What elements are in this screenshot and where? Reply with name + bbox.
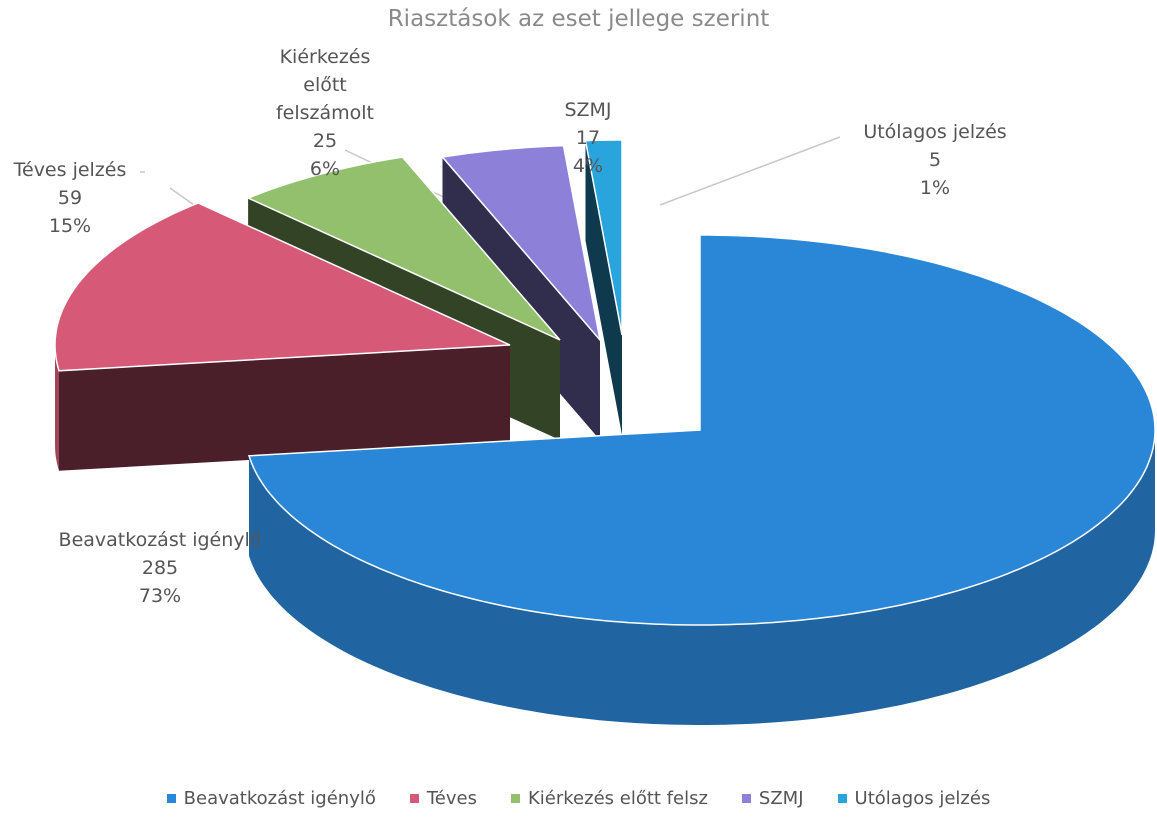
slice-top xyxy=(584,139,623,336)
legend-item: Téves xyxy=(409,788,477,809)
slice xyxy=(247,234,1156,725)
legend-text: Utólagos jelzés xyxy=(854,788,991,809)
label-category: Utólagos jelzés xyxy=(863,121,1007,143)
legend-text: SZMJ xyxy=(758,788,804,809)
slice-top xyxy=(247,234,1156,626)
data-label: SZMJ 17 4% xyxy=(468,96,708,180)
label-value: 59 xyxy=(57,187,83,209)
data-label: Utólagos jelzés 5 1% xyxy=(815,118,1055,202)
legend-item: Beavatkozást igénylő xyxy=(166,788,376,809)
leader-line xyxy=(659,136,841,206)
slice-top xyxy=(441,144,602,343)
legend-item: SZMJ xyxy=(741,788,804,809)
label-value: 285 xyxy=(141,557,179,579)
label-percent: 6% xyxy=(309,158,341,180)
label-percent: 4% xyxy=(572,155,604,177)
legend-swatch xyxy=(409,794,419,803)
data-label: Téves jelzés 59 15% xyxy=(0,156,190,240)
legend: Beavatkozást igénylő Téves Kiérkezés előtt… xyxy=(0,788,1157,809)
legend-text: Kiérkezés előtt felsz xyxy=(528,788,708,809)
label-value: 5 xyxy=(928,149,942,171)
legend-swatch xyxy=(511,794,520,803)
legend-swatch xyxy=(741,794,751,803)
data-label: Beavatkozást igénylő 285 73% xyxy=(40,526,280,610)
legend-swatch xyxy=(166,794,176,803)
legend-text: Téves xyxy=(426,788,477,809)
slice-top xyxy=(54,202,511,372)
legend-item: Utólagos jelzés xyxy=(837,788,991,809)
pie xyxy=(54,139,1156,725)
label-value: 25 xyxy=(312,130,338,152)
chart-title: Riasztások az eset jellege szerint xyxy=(387,6,770,32)
label-percent: 1% xyxy=(919,177,951,199)
slice xyxy=(54,202,511,471)
slice-side xyxy=(55,345,59,471)
label-category: Téves jelzés xyxy=(13,159,127,181)
slice xyxy=(441,144,602,440)
slice-top xyxy=(246,156,561,341)
legend-text: Beavatkozást igénylő xyxy=(183,788,376,809)
slice xyxy=(584,139,623,435)
label-category: SZMJ xyxy=(564,99,612,121)
label-value: 17 xyxy=(575,127,601,149)
legend-item: Kiérkezés előtt felsz xyxy=(511,788,708,809)
label-percent: 15% xyxy=(48,215,92,237)
slice-wall xyxy=(585,140,622,435)
legend-swatch xyxy=(837,794,847,803)
label-percent: 73% xyxy=(138,585,182,607)
label-category: Beavatkozást igénylő xyxy=(58,529,262,551)
slice-side xyxy=(249,430,1155,725)
label-category: Kiérkezés előtt felszámolt xyxy=(275,46,375,124)
data-label: Kiérkezés előtt felszámolt 25 6% xyxy=(205,43,445,183)
